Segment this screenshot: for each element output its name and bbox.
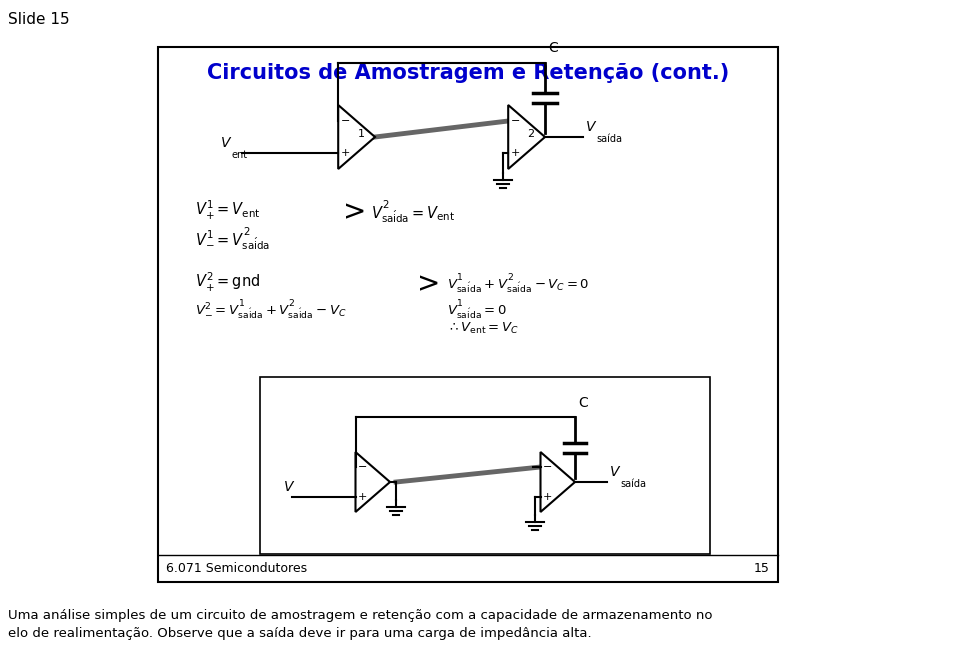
Text: +: + bbox=[358, 492, 367, 502]
FancyBboxPatch shape bbox=[158, 47, 778, 582]
Text: −: − bbox=[511, 116, 520, 126]
Text: 6.071 Semicondutores: 6.071 Semicondutores bbox=[166, 562, 307, 574]
Text: −: − bbox=[542, 462, 552, 472]
Polygon shape bbox=[338, 105, 375, 169]
Text: +: + bbox=[542, 492, 552, 502]
Text: C: C bbox=[548, 41, 558, 55]
Text: $V$: $V$ bbox=[283, 480, 296, 494]
Text: Slide 15: Slide 15 bbox=[8, 12, 70, 27]
Text: $V_{+}^{2} = \rm gnd$: $V_{+}^{2} = \rm gnd$ bbox=[195, 271, 260, 294]
Text: $V_{\rm sa\acute{i}da}^{1}+V_{\rm sa\acute{i}da}^{2}-V_C=0$: $V_{\rm sa\acute{i}da}^{1}+V_{\rm sa\acu… bbox=[447, 271, 589, 295]
Polygon shape bbox=[508, 105, 545, 169]
Text: $\therefore V_{\rm ent}=V_C$: $\therefore V_{\rm ent}=V_C$ bbox=[447, 321, 519, 336]
Text: $V$: $V$ bbox=[609, 465, 621, 479]
Text: ent: ent bbox=[231, 150, 247, 160]
Text: −: − bbox=[358, 462, 367, 472]
FancyBboxPatch shape bbox=[260, 377, 710, 554]
Text: saída: saída bbox=[620, 479, 646, 489]
Text: >: > bbox=[343, 198, 367, 226]
Text: 1: 1 bbox=[357, 129, 365, 139]
Text: 2: 2 bbox=[527, 129, 535, 139]
Text: $V_{+}^{1} = V_{\rm ent}$: $V_{+}^{1} = V_{\rm ent}$ bbox=[195, 199, 261, 222]
Text: >: > bbox=[417, 270, 441, 298]
Text: Uma análise simples de um circuito de amostragem e retenção com a capacidade de : Uma análise simples de um circuito de am… bbox=[8, 609, 712, 622]
Text: $V_{\rm sa\acute{i}da}^{2} = V_{\rm ent}$: $V_{\rm sa\acute{i}da}^{2} = V_{\rm ent}… bbox=[371, 199, 455, 225]
Polygon shape bbox=[355, 452, 390, 512]
Text: 15: 15 bbox=[755, 562, 770, 574]
Text: $V_{\rm sa\acute{i}da}^{1}=0$: $V_{\rm sa\acute{i}da}^{1}=0$ bbox=[447, 297, 507, 321]
Text: $V_{-}^{1} = V_{\rm sa\acute{i}da}^{2}$: $V_{-}^{1} = V_{\rm sa\acute{i}da}^{2}$ bbox=[195, 225, 271, 251]
Text: −: − bbox=[341, 116, 350, 126]
Text: Circuitos de Amostragem e Retenção (cont.): Circuitos de Amostragem e Retenção (cont… bbox=[206, 63, 730, 83]
Text: +: + bbox=[511, 148, 520, 158]
Polygon shape bbox=[540, 452, 575, 512]
Text: saída: saída bbox=[596, 134, 622, 144]
Text: elo de realimentação. Observe que a saída deve ir para uma carga de impedância a: elo de realimentação. Observe que a saíd… bbox=[8, 627, 591, 640]
Text: $V_{-}^{2} = V_{\rm sa\acute{i}da}^{1}+V_{\rm sa\acute{i}da}^{2}-V_C$: $V_{-}^{2} = V_{\rm sa\acute{i}da}^{1}+V… bbox=[195, 297, 347, 321]
Text: +: + bbox=[341, 148, 350, 158]
Text: C: C bbox=[578, 396, 588, 410]
Text: $V$: $V$ bbox=[220, 136, 232, 150]
Text: $V$: $V$ bbox=[585, 120, 597, 134]
